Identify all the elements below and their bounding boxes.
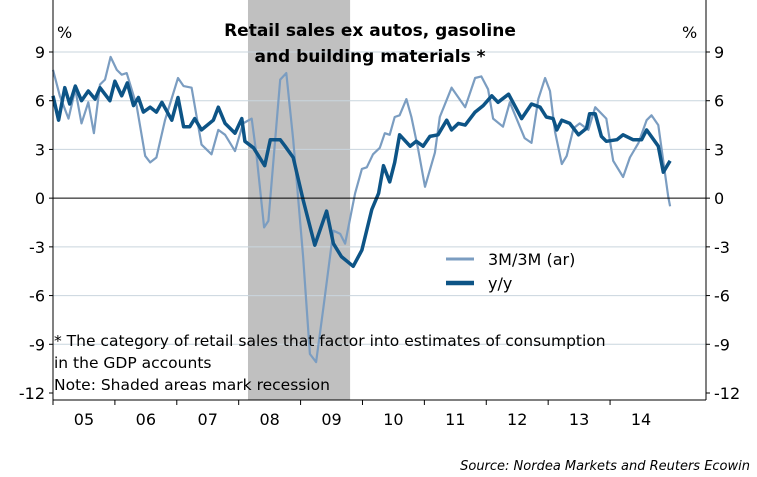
y-tick-label-right: -6: [714, 287, 730, 306]
x-tick-label: 11: [445, 410, 465, 429]
legend-label-3m3m: 3M/3M (ar): [488, 250, 575, 269]
y-tick-label-right: -9: [714, 335, 730, 354]
x-tick-label: 07: [198, 410, 218, 429]
x-tick-label: 14: [631, 410, 651, 429]
x-tick-label: 10: [383, 410, 403, 429]
y-tick-label-right: 3: [714, 140, 724, 159]
y-tick-label-right: 0: [714, 189, 724, 208]
y-tick-label-left: 3: [35, 140, 45, 159]
x-tick-label: 05: [74, 410, 94, 429]
x-tick-label: 08: [259, 410, 279, 429]
x-tick-label: 09: [321, 410, 341, 429]
y-tick-label-left: -9: [29, 335, 45, 354]
chart-title-line-2: and building materials *: [254, 47, 485, 67]
x-tick-label: 12: [507, 410, 527, 429]
footnote-line-1: * The category of retail sales that fact…: [54, 332, 606, 350]
y-tick-label-right: -3: [714, 238, 730, 257]
y-tick-label-right: -12: [714, 384, 740, 403]
y-tick-label-right: 9: [714, 43, 724, 62]
y-tick-label-left: 0: [35, 189, 45, 208]
source-note: Source: Nordea Markets and Reuters Ecowi…: [460, 459, 750, 474]
legend-label-yy: y/y: [488, 274, 512, 293]
x-tick-label: 06: [136, 410, 156, 429]
x-tick-label: 13: [569, 410, 589, 429]
y-tick-label-left: 6: [35, 92, 45, 111]
footnote-line-3: Note: Shaded areas mark recession: [54, 376, 330, 394]
y-tick-label-left: -12: [19, 384, 45, 403]
series-yy-line: [51, 79, 672, 269]
y-tick-label-left: -6: [29, 287, 45, 306]
legend: 3M/3M (ar) y/y: [446, 250, 575, 293]
y-axis-right-unit: %: [682, 23, 697, 42]
y-tick-label-right: 6: [714, 92, 724, 111]
y-tick-label-left: -3: [29, 238, 45, 257]
footnote-line-2: in the GDP accounts: [54, 354, 211, 372]
chart-title-line-1: Retail sales ex autos, gasoline: [224, 21, 516, 41]
y-axis-left-unit: %: [57, 23, 72, 42]
y-tick-label-left: 9: [35, 43, 45, 62]
series-3m3m-line: [51, 55, 672, 364]
